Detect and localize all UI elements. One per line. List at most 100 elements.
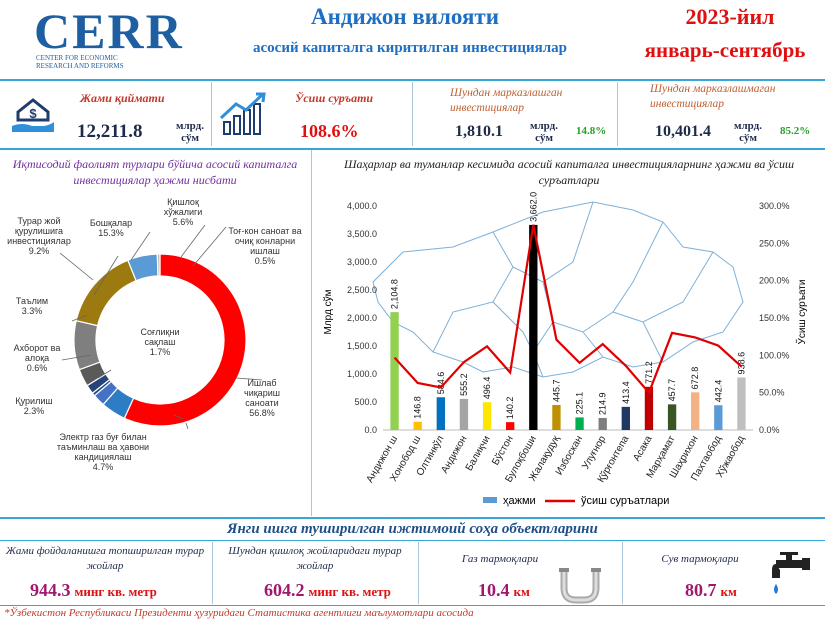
bar-value-label: 584.6	[436, 372, 446, 395]
bar-value-label: 672.8	[690, 367, 700, 390]
bar	[413, 421, 422, 430]
water-value: 80.7	[685, 580, 717, 600]
bar	[644, 386, 654, 430]
bar	[506, 422, 515, 430]
pie-energy-pct: 4.7%	[92, 462, 114, 472]
bar-value-label: 496.4	[482, 377, 492, 400]
y-tick-label: 500.0	[354, 397, 377, 407]
central-unit-2: сўм	[535, 132, 553, 144]
pie-label-housing: Турар жой қурулишига инвестициялар 9.2%	[6, 216, 72, 256]
pie-education-pct: 3.3%	[21, 306, 43, 316]
bar-value-label: 442.4	[713, 380, 723, 403]
bar	[737, 377, 746, 430]
logo-subtitle: CENTER FOR ECONOMIC RESEARCH AND REFORMS	[36, 54, 124, 70]
divider-bottom-3	[622, 542, 623, 604]
bar	[575, 417, 584, 430]
page-title: Андижон вилояти	[311, 4, 499, 29]
pie-title: Иқтисодий фаолият турлари бўйича асосий …	[12, 157, 298, 187]
gas-label: Газ тармоқлари	[461, 553, 539, 565]
divider-bottom-2	[418, 542, 419, 604]
pie-other-name: Бошқалар	[89, 218, 133, 228]
pie-label-energy: Электр газ буғ билан таъминлаш ва ҳавони…	[48, 432, 158, 472]
growth-label: Ўсиш суръати	[295, 91, 374, 105]
total-unit: млрд. сўм	[170, 120, 210, 144]
y-tick-label: 3,000.0	[347, 257, 377, 267]
pie-label-mining: Тоғ-кон саноат ва очиқ конларни ишлаш 0.5…	[222, 226, 308, 266]
water-label: Сув тармоқлари	[661, 553, 739, 565]
legend-growth: ўсиш суръатлари	[581, 495, 669, 507]
central-unit: млрд. сўм	[524, 120, 564, 144]
rural-label: Шундан қишлоқ жойларидаги турар жойлар	[228, 545, 402, 572]
chart-legend: ҳажми ўсиш суръатлари	[483, 495, 669, 507]
bar	[598, 417, 607, 430]
y-tick-label: 2,000.0	[347, 313, 377, 323]
growth-line	[393, 224, 743, 395]
decentral-label: Шундан марказлашмаган инвестициялар	[650, 83, 776, 110]
y2-tick-label: 0.0%	[759, 425, 780, 435]
region-map-background	[372, 201, 744, 378]
divider-kpi-bottom	[0, 148, 825, 150]
pie-label-info: Ахборот ва алоқа 0.6%	[12, 343, 62, 373]
bar	[667, 404, 677, 430]
year: 2023-йил	[685, 4, 775, 29]
divider-footer	[0, 605, 825, 606]
y-tick-label: 3,500.0	[347, 229, 377, 239]
decentral-unit: млрд. сўм	[728, 120, 768, 144]
x-tick-label: Бўстон	[489, 434, 515, 468]
bar-value-label: 555.2	[459, 373, 469, 396]
total-unit-2: сўм	[181, 132, 199, 144]
housing-value: 944.3	[30, 580, 71, 600]
bar-value-label: 2,104.8	[390, 279, 400, 309]
pie-label-education: Таълим 3.3%	[14, 296, 50, 316]
pie-industry-name: Ишлаб чиқариш саноати	[244, 378, 280, 408]
pie-mining-pct: 0.5%	[254, 256, 276, 266]
decentral-share: 85.2%	[780, 125, 811, 137]
gas-pipe-icon	[559, 568, 601, 604]
y2-tick-label: 300.0%	[759, 201, 790, 211]
pie-info-name: Ахборот ва алоқа	[13, 343, 61, 363]
bar	[621, 406, 630, 430]
money-hand-icon: $	[12, 98, 54, 132]
bar	[436, 397, 445, 430]
total-label: Жами қиймати	[80, 91, 165, 105]
pie-mining-name: Тоғ-кон саноат ва очиқ конларни ишлаш	[228, 226, 302, 256]
divider-bottom-top	[0, 517, 825, 519]
divider-kpi-1	[211, 82, 212, 146]
bar-value-label: 3,662.0	[528, 192, 538, 222]
divider-kpi-2	[412, 82, 413, 146]
central-label: Шундан марказлашган инвестициялар	[450, 87, 563, 114]
pie-label-health: Соғлиқни сақлаш 1.7%	[130, 327, 190, 357]
y-tick-label: 2,500.0	[347, 285, 377, 295]
housing-label: Жами фойдаланишга топширилган турар жойл…	[5, 545, 205, 572]
y-tick-label: 1,500.0	[347, 341, 377, 351]
total-value: 12,211.8	[77, 121, 143, 142]
legend-swatch-volume	[483, 497, 497, 503]
pie-education-name: Таълим	[15, 296, 49, 306]
bar	[714, 405, 723, 430]
pie-info-pct: 0.6%	[26, 363, 48, 373]
chart-title: Шаҳарлар ва туманлар кесимида асосий кап…	[343, 157, 795, 187]
pie-energy-name: Электр газ буғ билан таъминлаш ва ҳавони…	[56, 432, 150, 462]
rural-unit: минг кв. метр	[308, 584, 391, 599]
legend-volume: ҳажми	[503, 495, 536, 507]
central-value: 1,810.1	[455, 123, 503, 140]
pie-label-other: Бошқалар 15.3%	[86, 218, 136, 238]
decentral-unit-2: сўм	[739, 132, 757, 144]
pie-label-industry: Ишлаб чиқариш саноати 56.8%	[232, 378, 292, 418]
bar-value-label: 225.1	[575, 392, 585, 415]
pie-construction-name: Қурилиш	[15, 396, 53, 406]
y2-tick-label: 200.0%	[759, 276, 790, 286]
central-unit-1: млрд.	[530, 120, 558, 132]
bar-value-label: 146.8	[413, 396, 423, 419]
water-stat: 80.7 км	[685, 580, 737, 601]
x-tick-label: Асака	[631, 434, 654, 464]
pie-slice-industry	[123, 253, 247, 427]
y2-tick-label: 100.0%	[759, 350, 790, 360]
bar	[390, 312, 399, 430]
bar-value-label: 445.7	[551, 380, 561, 403]
bar	[482, 402, 492, 430]
bar-line-chart: 0.0 500.0 1,000.0 1,500.0 2,000.0 2,500.0 3,00…	[322, 192, 808, 507]
pie-housing-name: Турар жой қурулишига инвестициялар	[7, 216, 71, 246]
total-unit-1: млрд.	[176, 120, 204, 132]
y2-axis-label: Ўсиш суръати	[795, 280, 808, 345]
